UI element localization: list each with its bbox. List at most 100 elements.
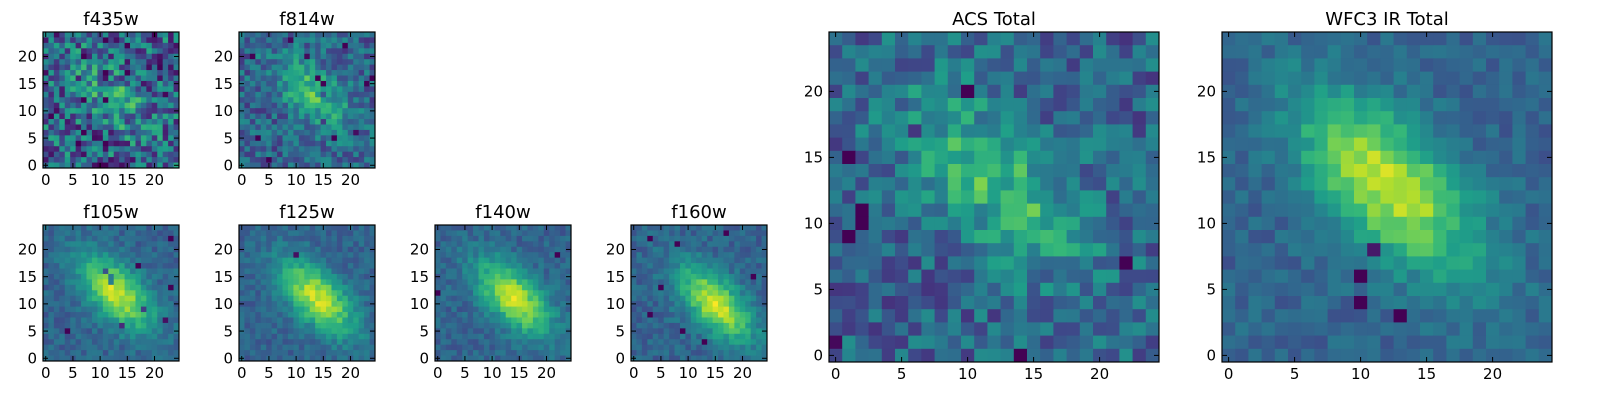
heatmap-cell [489, 235, 496, 242]
heatmap-cell [1314, 203, 1328, 218]
heatmap-cell [842, 335, 856, 350]
heatmap-cell [494, 290, 501, 297]
heatmap-cell [543, 263, 550, 269]
heatmap-cell [119, 328, 125, 335]
heatmap-cell [97, 119, 104, 125]
heatmap-cell [494, 328, 501, 335]
heatmap-cell [527, 263, 534, 269]
heatmap-cell [75, 75, 82, 82]
heatmap-cell [309, 86, 316, 93]
heatmap-cell [282, 113, 289, 120]
heatmap-cell [631, 317, 637, 324]
heatmap-cell [239, 37, 245, 44]
heatmap-cell [239, 322, 245, 329]
heatmap-cell [478, 279, 485, 286]
heatmap-cell [1013, 177, 1028, 191]
heatmap-cell [244, 241, 251, 248]
heatmap-cell [173, 48, 180, 55]
heatmap-cell [59, 225, 66, 231]
heatmap-cell [631, 263, 637, 269]
heatmap-cell [304, 333, 311, 340]
heatmap-cell [712, 344, 719, 351]
heatmap-cell [921, 45, 935, 59]
heatmap-cell [1499, 32, 1513, 46]
heatmap-cell [750, 279, 757, 286]
heatmap-cell [86, 230, 93, 237]
heatmap-cell [53, 333, 60, 340]
heatmap-cell [560, 225, 566, 231]
heatmap-cell [157, 306, 164, 313]
heatmap-cell [647, 306, 654, 313]
heatmap-cell [287, 124, 294, 131]
heatmap-cell [249, 312, 256, 318]
heatmap-cell [1512, 32, 1526, 46]
heatmap-cell [868, 230, 883, 244]
heatmap-cell [124, 301, 131, 307]
heatmap-cell [304, 301, 311, 307]
heatmap-cell [320, 317, 327, 324]
heatmap-cell [239, 333, 245, 340]
heatmap-cell [369, 235, 376, 242]
heatmap-cell [249, 295, 256, 302]
heatmap-cell [162, 59, 169, 66]
heatmap-cell [157, 80, 164, 87]
heatmap-cell [734, 322, 741, 329]
heatmap-cell [326, 339, 332, 346]
heatmap-cell [146, 263, 153, 269]
y-tick-label: 15 [18, 268, 37, 286]
heatmap-cell [456, 350, 463, 356]
heatmap-cell [483, 322, 490, 329]
heatmap-cell [266, 140, 273, 147]
heatmap-cell [712, 301, 719, 307]
heatmap-cell [855, 348, 869, 363]
heatmap-cell [1301, 32, 1315, 46]
heatmap-cell [298, 268, 305, 275]
heatmap-cell [440, 284, 447, 291]
heatmap-cell [974, 269, 988, 284]
heatmap-cell [151, 108, 158, 114]
heatmap-cell [266, 48, 273, 55]
heatmap-cell [1274, 216, 1289, 231]
heatmap-cell [108, 317, 115, 324]
heatmap-cell [135, 273, 142, 280]
heatmap-cell [162, 53, 169, 60]
heatmap-cell [1512, 45, 1526, 59]
heatmap-cell [331, 124, 338, 131]
heatmap-cell [309, 113, 316, 120]
heatmap-cell [881, 58, 896, 72]
heatmap-cell [934, 111, 949, 125]
heatmap-cell [255, 97, 262, 104]
heatmap-cell [1066, 230, 1081, 244]
heatmap-cell [320, 80, 327, 87]
heatmap-cell [282, 64, 289, 71]
heatmap-cell [162, 91, 169, 98]
heatmap-cell [70, 339, 77, 346]
heatmap-cell [59, 273, 66, 280]
heatmap-cell [255, 257, 262, 264]
heatmap-cell [239, 124, 245, 131]
heatmap-cell [277, 48, 283, 55]
heatmap-cell [168, 162, 174, 169]
heatmap-cell [48, 70, 55, 76]
heatmap-cell [75, 306, 82, 313]
heatmap-cell [260, 129, 267, 136]
heatmap-cell [543, 295, 550, 302]
heatmap-cell [135, 241, 142, 248]
heatmap-cell [652, 225, 659, 231]
heatmap-cell [124, 252, 131, 259]
heatmap-cell [347, 151, 354, 158]
heatmap-cell [842, 309, 856, 323]
heatmap-cell [86, 135, 93, 142]
heatmap-cell [636, 350, 643, 356]
heatmap-cell [102, 312, 109, 318]
heatmap-cell [532, 273, 539, 280]
heatmap-cell [631, 230, 637, 237]
heatmap-cell [1459, 124, 1474, 138]
heatmap-cell [473, 312, 479, 318]
heatmap-cell [829, 348, 843, 363]
heatmap-cell [304, 80, 311, 87]
heatmap-cell [685, 241, 692, 248]
heatmap-cell [554, 235, 561, 242]
heatmap-cell [947, 150, 962, 165]
heatmap-cell [895, 309, 909, 323]
